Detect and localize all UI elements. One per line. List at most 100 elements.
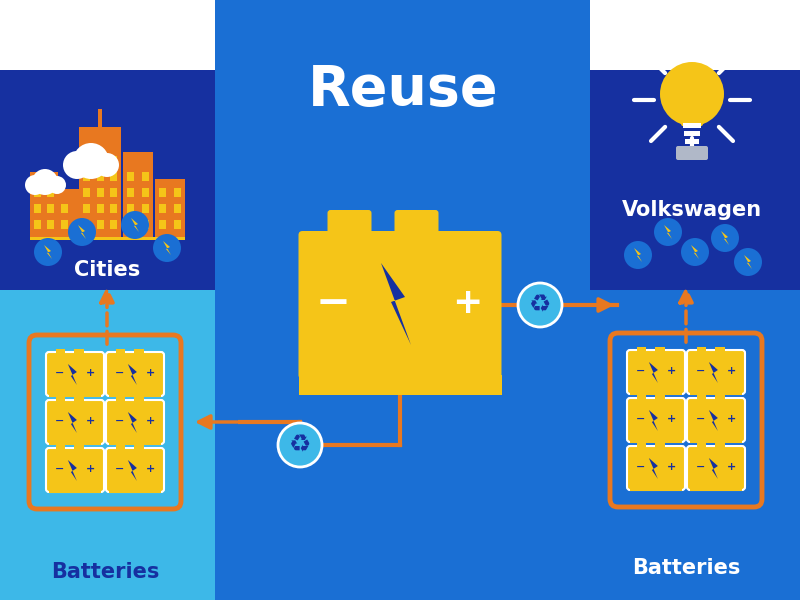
Bar xyxy=(174,188,181,197)
Text: −: − xyxy=(54,416,64,426)
Bar xyxy=(697,443,706,449)
Bar xyxy=(74,397,84,403)
Text: −: − xyxy=(696,414,705,424)
Bar xyxy=(637,347,646,353)
Bar xyxy=(110,156,118,165)
Bar xyxy=(83,204,90,213)
Bar xyxy=(116,445,125,451)
Text: −: − xyxy=(636,366,645,376)
Bar xyxy=(116,349,125,355)
Bar xyxy=(34,204,41,213)
Polygon shape xyxy=(78,225,86,239)
Polygon shape xyxy=(744,255,752,269)
Text: +: + xyxy=(727,414,736,424)
Text: −: − xyxy=(696,462,705,472)
Bar xyxy=(134,445,144,451)
Bar xyxy=(110,204,118,213)
Bar xyxy=(715,395,725,401)
Bar xyxy=(715,443,725,449)
Bar xyxy=(174,220,181,229)
FancyBboxPatch shape xyxy=(627,350,685,394)
Bar xyxy=(174,204,181,213)
Bar xyxy=(655,443,665,449)
FancyBboxPatch shape xyxy=(298,231,502,379)
Bar xyxy=(630,439,682,443)
Text: +: + xyxy=(667,366,676,376)
Polygon shape xyxy=(128,364,137,385)
Bar xyxy=(61,220,68,229)
Text: −: − xyxy=(636,462,645,472)
Circle shape xyxy=(25,175,45,195)
Polygon shape xyxy=(691,245,699,259)
Bar xyxy=(30,237,185,240)
Bar xyxy=(49,393,101,397)
Polygon shape xyxy=(163,241,171,255)
Bar xyxy=(56,445,65,451)
Polygon shape xyxy=(68,364,77,385)
Text: Batteries: Batteries xyxy=(51,562,159,582)
Polygon shape xyxy=(721,231,729,245)
Text: −: − xyxy=(54,464,64,474)
Text: +: + xyxy=(146,416,155,426)
Bar xyxy=(159,188,166,197)
FancyBboxPatch shape xyxy=(687,446,745,490)
Circle shape xyxy=(73,143,109,179)
Bar xyxy=(109,441,161,445)
Bar xyxy=(83,172,90,181)
Bar xyxy=(134,397,144,403)
Bar xyxy=(79,127,121,237)
Bar xyxy=(97,188,104,197)
Bar xyxy=(109,489,161,493)
Bar xyxy=(127,172,134,181)
Circle shape xyxy=(278,423,322,467)
FancyBboxPatch shape xyxy=(627,398,685,442)
Bar xyxy=(685,139,699,144)
Bar xyxy=(97,204,104,213)
Bar xyxy=(697,395,706,401)
Text: −: − xyxy=(114,464,124,474)
Circle shape xyxy=(48,176,66,194)
Text: +: + xyxy=(86,416,95,426)
FancyBboxPatch shape xyxy=(327,210,371,238)
Bar xyxy=(127,204,134,213)
Circle shape xyxy=(121,211,149,239)
Text: Cities: Cities xyxy=(74,260,140,280)
Text: +: + xyxy=(452,286,482,320)
Circle shape xyxy=(95,153,119,177)
Polygon shape xyxy=(68,412,77,433)
Text: ♻: ♻ xyxy=(289,433,311,457)
Text: +: + xyxy=(667,414,676,424)
Bar xyxy=(61,204,68,213)
Bar xyxy=(0,70,215,290)
Bar xyxy=(683,123,701,128)
Bar xyxy=(0,0,215,70)
Circle shape xyxy=(63,151,91,179)
Text: Volkswagen: Volkswagen xyxy=(622,200,762,220)
Text: +: + xyxy=(727,462,736,472)
Bar xyxy=(97,156,104,165)
Bar xyxy=(684,131,700,136)
FancyBboxPatch shape xyxy=(46,352,104,396)
Bar xyxy=(697,347,706,353)
Bar xyxy=(690,439,742,443)
Circle shape xyxy=(660,62,724,126)
Text: Reuse: Reuse xyxy=(308,63,498,117)
Circle shape xyxy=(32,169,58,195)
Bar xyxy=(123,152,153,237)
Bar xyxy=(110,188,118,197)
Bar xyxy=(47,204,54,213)
Bar xyxy=(590,0,800,70)
Polygon shape xyxy=(128,460,137,481)
Text: ♻: ♻ xyxy=(529,293,551,317)
Circle shape xyxy=(153,234,181,262)
Circle shape xyxy=(654,218,682,246)
Bar xyxy=(655,347,665,353)
FancyBboxPatch shape xyxy=(46,448,104,492)
Circle shape xyxy=(518,283,562,327)
Bar xyxy=(127,220,134,229)
Text: −: − xyxy=(636,414,645,424)
Bar xyxy=(110,220,118,229)
Bar xyxy=(83,156,90,165)
FancyBboxPatch shape xyxy=(687,398,745,442)
Text: +: + xyxy=(86,464,95,474)
